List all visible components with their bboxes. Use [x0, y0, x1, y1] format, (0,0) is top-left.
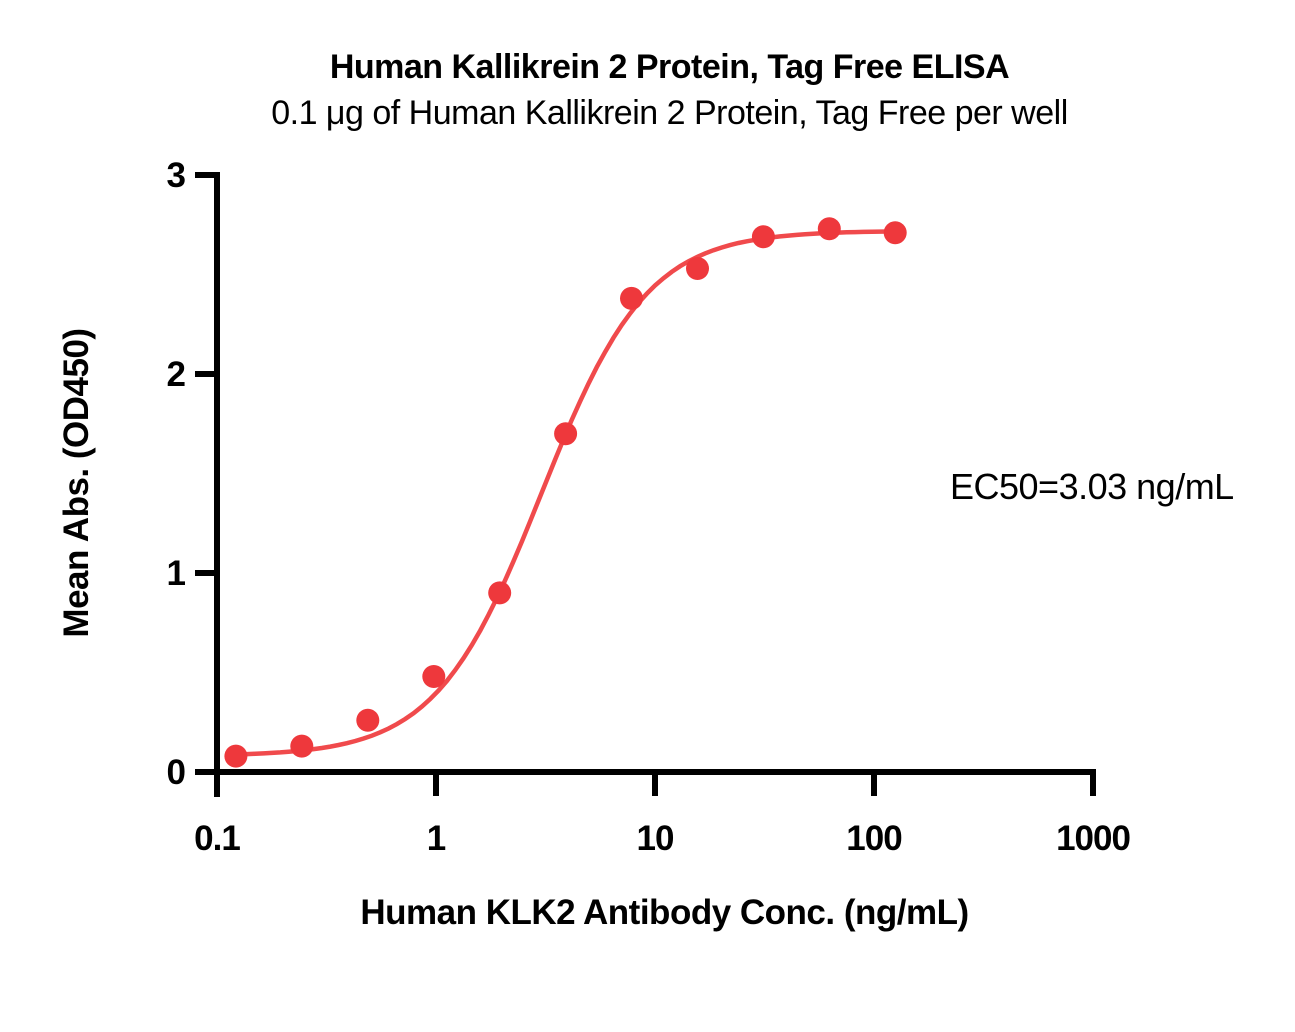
- y-tick-label: 0: [167, 753, 186, 792]
- data-points: [224, 217, 907, 768]
- data-point: [356, 708, 380, 732]
- x-tick-label: 1: [427, 819, 446, 858]
- y-axis-label: Mean Abs. (OD450): [57, 328, 96, 638]
- y-tick-label: 1: [167, 554, 186, 593]
- fit-curve: [228, 229, 899, 757]
- x-tick-label: 1000: [1056, 819, 1130, 858]
- ec50-annotation: EC50=3.03 ng/mL: [950, 466, 1234, 507]
- data-point: [224, 744, 248, 768]
- x-tick-label: 10: [637, 819, 674, 858]
- data-point: [686, 257, 709, 280]
- data-point: [883, 221, 907, 245]
- y-tick-label: 2: [167, 355, 186, 394]
- x-axis-label: Human KLK2 Antibody Conc. (ng/mL): [360, 893, 969, 932]
- x-tick-label: 100: [846, 819, 902, 858]
- data-point: [422, 665, 446, 688]
- y-tick-labels: 0 1 2 3: [167, 156, 187, 792]
- data-point: [620, 286, 643, 310]
- x-tick-labels: 0.1 1 10 100 1000: [194, 819, 1131, 858]
- data-point: [751, 225, 775, 249]
- data-point: [817, 217, 841, 241]
- y-tick-label: 3: [167, 156, 186, 195]
- chart-title: Human Kallikrein 2 Protein, Tag Free ELI…: [329, 48, 1010, 86]
- data-point: [290, 734, 314, 758]
- axes: [195, 172, 1096, 797]
- data-point: [554, 422, 578, 446]
- data-point: [488, 581, 512, 605]
- x-tick-label: 0.1: [194, 819, 240, 858]
- chart-subtitle: 0.1 μg of Human Kallikrein 2 Protein, Ta…: [271, 94, 1068, 132]
